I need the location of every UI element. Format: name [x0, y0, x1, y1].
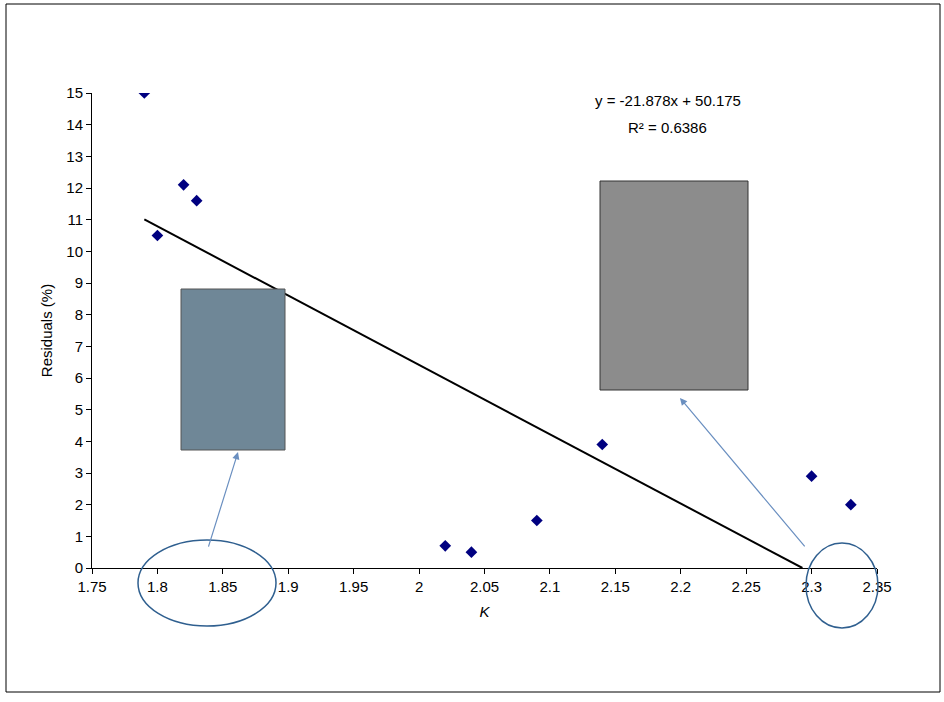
svg-text:5: 5: [75, 401, 83, 418]
svg-text:Residuals (%): Residuals (%): [38, 284, 55, 377]
svg-text:1.85: 1.85: [208, 578, 237, 595]
svg-text:1.95: 1.95: [339, 578, 368, 595]
svg-text:12: 12: [66, 179, 83, 196]
svg-text:1.75: 1.75: [77, 578, 106, 595]
svg-text:2: 2: [415, 578, 423, 595]
svg-text:0: 0: [75, 559, 83, 576]
svg-text:4: 4: [75, 433, 83, 450]
svg-text:14: 14: [66, 116, 83, 133]
svg-text:2.2: 2.2: [670, 578, 691, 595]
svg-text:10: 10: [66, 243, 83, 260]
svg-text:2.05: 2.05: [470, 578, 499, 595]
svg-text:1.8: 1.8: [147, 578, 168, 595]
svg-text:1.9: 1.9: [278, 578, 299, 595]
svg-text:6: 6: [75, 369, 83, 386]
svg-text:13: 13: [66, 148, 83, 165]
svg-text:11: 11: [67, 211, 83, 228]
svg-text:2.35: 2.35: [862, 578, 891, 595]
svg-text:2.3: 2.3: [801, 578, 822, 595]
svg-text:3: 3: [75, 464, 83, 481]
svg-text:9: 9: [75, 274, 83, 291]
svg-text:2.1: 2.1: [539, 578, 560, 595]
svg-text:1: 1: [75, 528, 83, 545]
svg-text:8: 8: [75, 306, 83, 323]
svg-text:2.25: 2.25: [732, 578, 761, 595]
svg-text:15: 15: [66, 84, 83, 101]
svg-text:R² = 0.6386: R² = 0.6386: [628, 119, 707, 136]
svg-text:2: 2: [75, 496, 83, 513]
svg-text:K: K: [479, 603, 490, 620]
svg-text:2.15: 2.15: [601, 578, 630, 595]
svg-text:y = -21.878x + 50.175: y = -21.878x + 50.175: [595, 92, 741, 109]
svg-text:7: 7: [75, 338, 83, 355]
